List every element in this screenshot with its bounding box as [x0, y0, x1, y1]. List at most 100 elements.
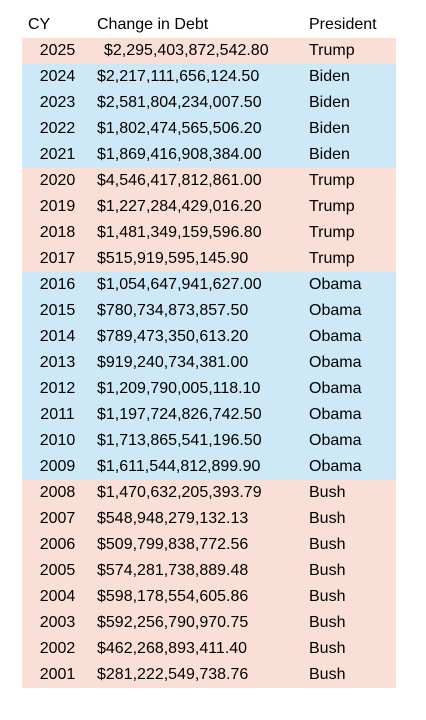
table-row: 2004 $598,178,554,605.86 Bush — [22, 584, 396, 610]
cell-president: Obama — [309, 276, 362, 293]
cell-change-in-debt: $1,054,647,941,627.00 — [97, 276, 262, 293]
cell-president: Obama — [309, 328, 362, 345]
cell-year: 2025 — [39, 42, 76, 59]
cell-president: Bush — [309, 588, 346, 605]
table-row: 2006 $509,799,838,772.56 Bush — [22, 532, 396, 558]
table-row: 2007 $548,948,279,132.13 Bush — [22, 506, 396, 532]
cell-year: 2023 — [39, 94, 76, 111]
table-row: 2019 $1,227,284,429,016.20 Trump — [22, 194, 396, 220]
cell-president: Bush — [309, 484, 346, 501]
cell-year: 2003 — [39, 614, 76, 631]
table-row: 2025 $2,295,403,872,542.80 Trump — [22, 38, 396, 64]
table-row: 2023 $2,581,804,234,007.50 Biden — [22, 90, 396, 116]
cell-year: 2015 — [39, 302, 76, 319]
cell-change-in-debt: $574,281,738,889.48 — [97, 562, 249, 579]
table-row: 2003 $592,256,790,970.75 Bush — [22, 610, 396, 636]
cell-year: 2024 — [39, 68, 76, 85]
header-change-in-debt: Change in Debt — [97, 15, 209, 33]
cell-year: 2022 — [39, 120, 76, 137]
cell-change-in-debt: $1,209,790,005,118.10 — [97, 380, 261, 397]
table-row: 2022 $1,802,474,565,506.20 Biden — [22, 116, 396, 142]
cell-change-in-debt: $592,256,790,970.75 — [97, 614, 249, 631]
cell-year: 2006 — [39, 536, 76, 553]
cell-year: 2013 — [39, 354, 76, 371]
table-row: 2020 $4,546,417,812,861.00 Trump — [22, 168, 396, 194]
cell-change-in-debt: $462,268,893,411.40 — [97, 640, 248, 657]
cell-change-in-debt: $598,178,554,605.86 — [97, 588, 249, 605]
cell-president: Bush — [309, 640, 346, 657]
table-row: 2010 $1,713,865,541,196.50 Obama — [22, 428, 396, 454]
cell-president: Obama — [309, 458, 362, 475]
cell-year: 2017 — [39, 250, 76, 267]
table-row: 2008 $1,470,632,205,393.79 Bush — [22, 480, 396, 506]
table-row: 2009 $1,611,544,812,899.90 Obama — [22, 454, 396, 480]
cell-president: Trump — [309, 224, 355, 241]
table-row: 2012 $1,209,790,005,118.10 Obama — [22, 376, 396, 402]
table-row: 2005 $574,281,738,889.48 Bush — [22, 558, 396, 584]
cell-president: Bush — [309, 666, 346, 683]
cell-year: 2005 — [39, 562, 76, 579]
cell-president: Trump — [309, 198, 355, 215]
cell-change-in-debt: $4,546,417,812,861.00 — [97, 172, 262, 189]
cell-change-in-debt: $515,919,595,145.90 — [97, 250, 249, 267]
table-row: 2024 $2,217,111,656,124.50 Biden — [22, 64, 396, 90]
cell-president: Trump — [309, 250, 355, 267]
cell-year: 2014 — [39, 328, 76, 345]
cell-change-in-debt: $1,481,349,159,596.80 — [97, 224, 262, 241]
table-header-row: CY Change in Debt President — [22, 11, 396, 38]
cell-change-in-debt: $1,802,474,565,506.20 — [97, 120, 262, 137]
cell-president: Biden — [309, 120, 350, 137]
cell-year: 2018 — [39, 224, 76, 241]
cell-change-in-debt: $548,948,279,132.13 — [97, 510, 249, 527]
cell-year: 2016 — [39, 276, 76, 293]
cell-president: Obama — [309, 380, 362, 397]
cell-president: Trump — [309, 172, 355, 189]
cell-change-in-debt: $1,470,632,205,393.79 — [97, 484, 262, 501]
cell-year: 2020 — [39, 172, 76, 189]
cell-president: Bush — [309, 510, 346, 527]
cell-president: Biden — [309, 146, 350, 163]
cell-president: Trump — [309, 42, 355, 59]
cell-president: Obama — [309, 354, 362, 371]
cell-change-in-debt: $1,869,416,908,384.00 — [97, 146, 262, 163]
cell-president: Obama — [309, 432, 362, 449]
debt-table: CY Change in Debt President 2025 $2,295,4… — [22, 11, 396, 688]
table-row: 2013 $919,240,734,381.00 Obama — [22, 350, 396, 376]
cell-president: Obama — [309, 302, 362, 319]
table-row: 2018 $1,481,349,159,596.80 Trump — [22, 220, 396, 246]
cell-president: Bush — [309, 536, 346, 553]
cell-change-in-debt: $919,240,734,381.00 — [97, 354, 249, 371]
cell-change-in-debt: $2,581,804,234,007.50 — [97, 94, 262, 111]
cell-year: 2004 — [39, 588, 76, 605]
cell-change-in-debt: $509,799,838,772.56 — [97, 536, 249, 553]
table-row: 2014 $789,473,350,613.20 Obama — [22, 324, 396, 350]
cell-president: Biden — [309, 68, 350, 85]
cell-president: Bush — [309, 562, 346, 579]
table-row: 2016 $1,054,647,941,627.00 Obama — [22, 272, 396, 298]
table-row: 2001 $281,222,549,738.76 Bush — [22, 662, 396, 688]
cell-year: 2010 — [39, 432, 76, 449]
header-year: CY — [28, 15, 51, 33]
table-row: 2011 $1,197,724,826,742.50 Obama — [22, 402, 396, 428]
cell-change-in-debt: $789,473,350,613.20 — [97, 328, 249, 345]
cell-year: 2019 — [39, 198, 76, 215]
cell-year: 2002 — [39, 640, 76, 657]
table-row: 2021 $1,869,416,908,384.00 Biden — [22, 142, 396, 168]
cell-change-in-debt: $2,217,111,656,124.50 — [97, 68, 260, 85]
cell-change-in-debt: $780,734,873,857.50 — [97, 302, 249, 319]
table-row: 2017 $515,919,595,145.90 Trump — [22, 246, 396, 272]
cell-president: Obama — [309, 406, 362, 423]
cell-change-in-debt: $1,197,724,826,742.50 — [97, 406, 262, 423]
cell-year: 2012 — [39, 380, 76, 397]
cell-year: 2001 — [39, 666, 76, 683]
cell-change-in-debt: $281,222,549,738.76 — [97, 666, 249, 683]
cell-president: Biden — [309, 94, 350, 111]
cell-year: 2021 — [39, 146, 76, 163]
header-president: President — [309, 15, 377, 33]
cell-year: 2008 — [39, 484, 76, 501]
cell-change-in-debt: $1,611,544,812,899.90 — [97, 458, 261, 475]
table-row: 2015 $780,734,873,857.50 Obama — [22, 298, 396, 324]
cell-change-in-debt: $2,295,403,872,542.80 — [104, 42, 269, 59]
cell-year: 2011 — [40, 406, 75, 423]
cell-year: 2007 — [39, 510, 76, 527]
